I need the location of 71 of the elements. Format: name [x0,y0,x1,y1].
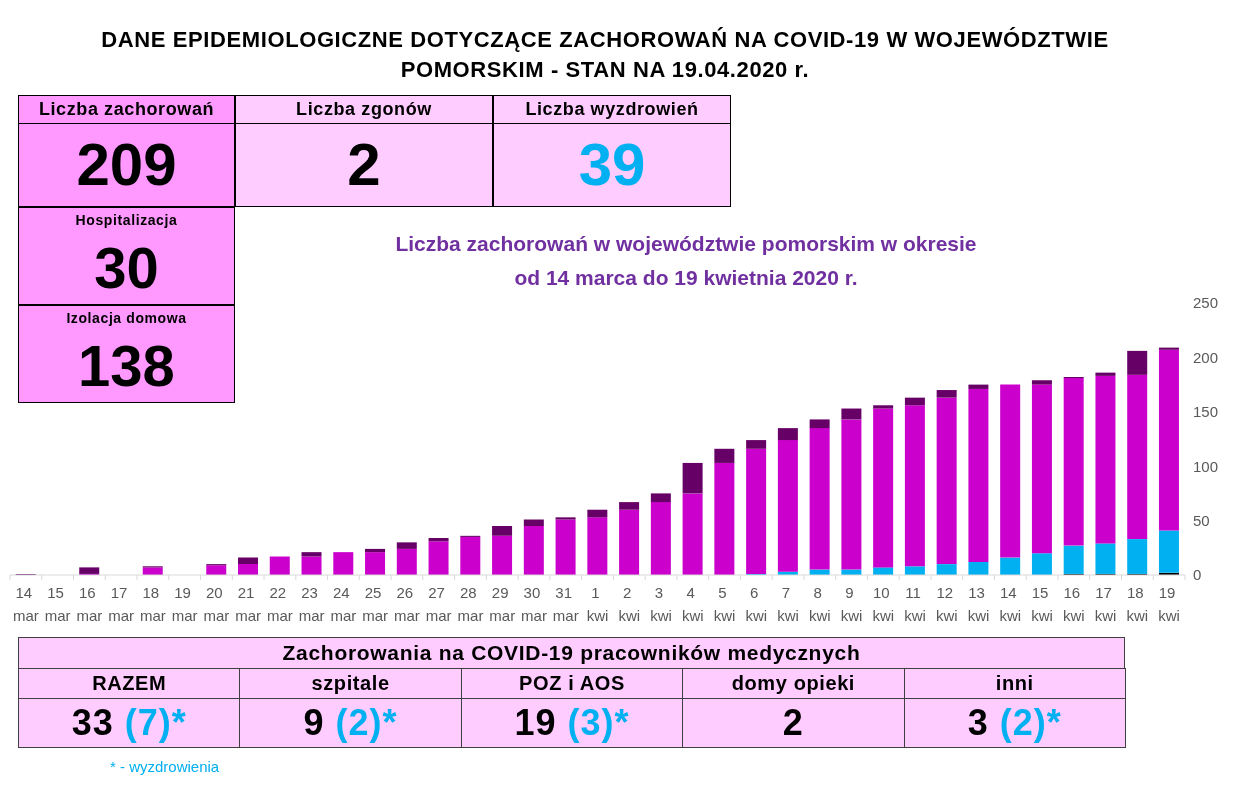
x-tick-label: 20 mar [203,584,230,624]
category-label: RAZEM [92,672,167,695]
x-tick-label: 27 mar [425,584,452,624]
data-label: 33 [71,702,114,743]
x-tick-label: 31 mar [552,584,579,624]
x-tick-label: 11 kwi [904,584,926,624]
x-tick-label: 18 kwi [1126,584,1149,624]
y-tick-label: 50 [1193,511,1210,529]
data-label: 138 [78,332,175,398]
x-tick-label: 3 kwi [650,584,672,624]
x-tick-label: 17 kwi [1094,584,1117,624]
x-tick-label: 5 kwi [713,584,736,624]
x-tick-label: 16 mar [76,584,103,624]
x-tick-label: 2 kwi [618,584,641,624]
x-tick-label: 12 kwi [935,584,958,624]
x-tick-label: 9 kwi [840,584,863,624]
data-label: 209 [76,130,177,198]
text: Zachorowania na COVID-19 pracowników medycznych [282,641,861,665]
x-tick-label: 30 mar [521,584,547,624]
text: * - wyzdrowienia [110,758,220,775]
x-tick-label: 15 mar [44,584,71,624]
category-label: inni [995,672,1034,695]
x-tick-label: 8 kwi [808,584,831,624]
y-tick-label: 100 [1193,457,1219,475]
data-label: (2)* [998,702,1062,743]
x-tick-label: 22 mar [267,584,293,624]
x-tick-label: 25 mar [362,584,389,624]
category-label: Liczba zgonów [296,99,432,120]
data-label: 2 [782,702,804,743]
x-tick-label: 10 kwi [872,584,895,624]
data-label: 30 [94,234,159,300]
category-label: POZ i AOS [519,672,625,695]
x-tick-label: 14 mar [12,584,39,624]
x-tick-label: 17 mar [108,584,135,624]
data-label: (2)* [334,702,398,743]
text: DANE EPIDEMIOLOGICZNE DOTYCZĄCE ZACHOROWAŃ NA COVID-19 W WOJEWÓDZTWIE POMORSKIM - STAN NA 19.04.2020 r. [100,26,1110,84]
chart-title: Liczba zachorowań w województwie pomorskim w okresie od 14 marca do 19 kwietnia 2020 r. [394,231,978,291]
data-label: 39 [578,130,646,198]
x-tick-label: 1 kwi [586,584,609,624]
x-tick-label: 29 mar [489,584,516,624]
data-label: 3 [967,702,989,743]
data-label: 9 [303,702,325,743]
x-tick-label: 7 kwi [777,584,799,624]
data-label: (3)* [566,702,630,743]
x-tick-label: 28 mar [457,584,484,624]
category-label: Liczba zachorowań [38,99,215,120]
x-tick-label: 19 kwi [1158,584,1180,624]
x-tick-label: 24 mar [330,584,357,624]
x-tick-label: 21 mar [235,584,262,624]
x-tick-label: 18 mar [139,584,166,624]
y-tick-label: 200 [1193,348,1219,366]
data-label: 2 [347,130,381,198]
x-tick-label: 13 kwi [967,584,990,624]
category-label: Izolacja domowa [66,310,187,326]
category-label: domy opieki [731,672,856,695]
category-label: Liczba wyzdrowień [525,99,699,120]
data-label: (7)* [123,702,187,743]
y-tick-label: 0 [1193,566,1202,584]
x-tick-label: 15 kwi [1031,584,1053,624]
y-tick-label: 150 [1193,403,1219,421]
x-tick-label: 14 kwi [999,584,1022,624]
x-tick-label: 16 kwi [1063,584,1085,624]
x-tick-label: 19 mar [171,584,198,624]
x-tick-label: 6 kwi [745,584,768,624]
data-label: 19 [514,702,557,743]
x-tick-label: 26 mar [394,584,420,624]
x-tick-label: 4 kwi [681,584,704,624]
y-tick-label: 250 [1193,294,1219,312]
x-tick-label: 23 mar [298,584,325,624]
category-label: szpitale [311,672,390,695]
category-label: Hospitalizacja [75,212,178,228]
